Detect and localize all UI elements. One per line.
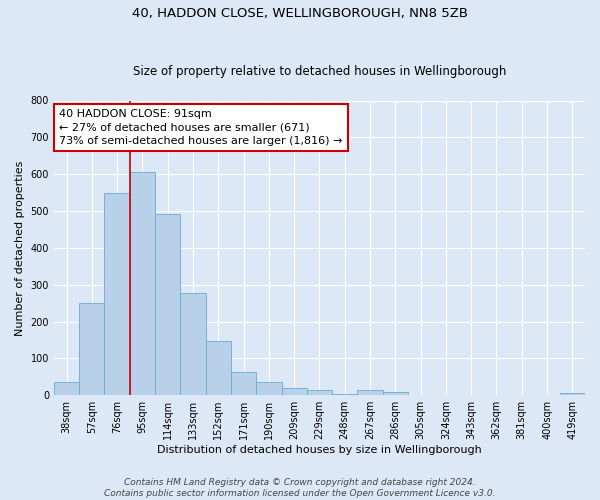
Bar (54, 382, 79, 395)
Bar (307, 390, 332, 395)
Bar (79, 303, 104, 395)
Text: 40 HADDON CLOSE: 91sqm
← 27% of detached houses are smaller (671)
73% of semi-de: 40 HADDON CLOSE: 91sqm ← 27% of detached… (59, 110, 343, 146)
Text: 40, HADDON CLOSE, WELLINGBOROUGH, NN8 5ZB: 40, HADDON CLOSE, WELLINGBOROUGH, NN8 5Z… (132, 8, 468, 20)
Bar (358, 390, 383, 395)
Bar (206, 340, 231, 395)
Bar (155, 214, 181, 395)
Bar (560, 394, 585, 395)
Bar (231, 372, 256, 395)
Bar (281, 388, 307, 395)
Bar (104, 194, 130, 395)
Text: Contains HM Land Registry data © Crown copyright and database right 2024.
Contai: Contains HM Land Registry data © Crown c… (104, 478, 496, 498)
Bar (332, 394, 358, 395)
X-axis label: Distribution of detached houses by size in Wellingborough: Distribution of detached houses by size … (157, 445, 482, 455)
Y-axis label: Number of detached properties: Number of detached properties (15, 160, 25, 336)
Bar (130, 172, 155, 395)
Bar (383, 392, 408, 395)
Bar (181, 293, 206, 395)
Bar (256, 382, 281, 395)
Title: Size of property relative to detached houses in Wellingborough: Size of property relative to detached ho… (133, 66, 506, 78)
